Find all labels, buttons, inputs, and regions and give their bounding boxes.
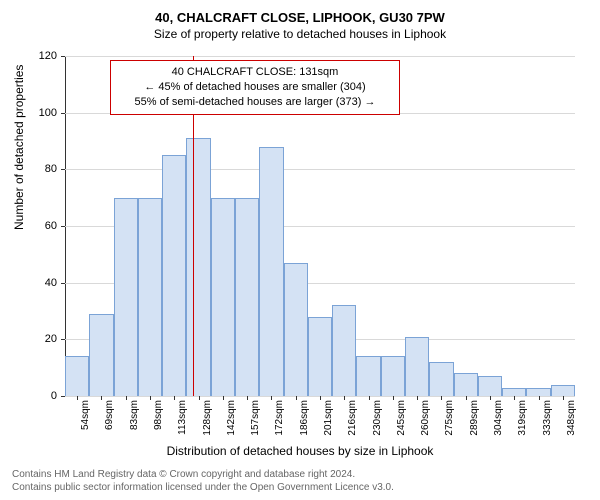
x-tick-label: 69sqm bbox=[104, 400, 115, 430]
x-tick-mark bbox=[369, 396, 370, 400]
x-tick-label: 260sqm bbox=[420, 400, 431, 436]
y-tick-label: 0 bbox=[17, 390, 57, 402]
x-tick-label: 201sqm bbox=[323, 400, 334, 436]
histogram-bar bbox=[526, 388, 550, 397]
x-tick-mark bbox=[150, 396, 151, 400]
y-tick-mark bbox=[61, 339, 65, 340]
x-tick-label: 348sqm bbox=[566, 400, 577, 436]
x-tick-mark bbox=[417, 396, 418, 400]
x-tick-label: 98sqm bbox=[153, 400, 164, 430]
histogram-bar bbox=[429, 362, 453, 396]
x-tick-mark bbox=[514, 396, 515, 400]
x-tick-mark bbox=[393, 396, 394, 400]
x-tick-label: 333sqm bbox=[542, 400, 553, 436]
y-tick-mark bbox=[61, 56, 65, 57]
histogram-bar bbox=[114, 198, 138, 396]
x-tick-label: 186sqm bbox=[299, 400, 310, 436]
info-box: 40 CHALCRAFT CLOSE: 131sqm ← 45% of deta… bbox=[110, 60, 400, 115]
x-axis-title: Distribution of detached houses by size … bbox=[0, 444, 600, 458]
histogram-bar bbox=[211, 198, 235, 396]
x-tick-label: 113sqm bbox=[177, 400, 188, 435]
grid-line bbox=[65, 169, 575, 170]
histogram-bar bbox=[308, 317, 332, 396]
title-sub: Size of property relative to detached ho… bbox=[0, 25, 600, 41]
x-tick-mark bbox=[539, 396, 540, 400]
x-tick-label: 83sqm bbox=[129, 400, 140, 430]
histogram-bar bbox=[332, 305, 356, 396]
y-tick-label: 40 bbox=[17, 277, 57, 289]
x-tick-mark bbox=[174, 396, 175, 400]
histogram-bar bbox=[65, 356, 89, 396]
x-tick-mark bbox=[101, 396, 102, 400]
x-tick-label: 304sqm bbox=[493, 400, 504, 436]
info-line-2: ← 45% of detached houses are smaller (30… bbox=[119, 80, 391, 95]
x-tick-label: 54sqm bbox=[80, 400, 91, 430]
y-tick-mark bbox=[61, 283, 65, 284]
x-tick-mark bbox=[296, 396, 297, 400]
y-tick-mark bbox=[61, 226, 65, 227]
y-axis-title: Number of detached properties bbox=[12, 65, 26, 230]
histogram-bar bbox=[235, 198, 259, 396]
histogram-bar bbox=[89, 314, 113, 396]
histogram-bar bbox=[284, 263, 308, 396]
x-tick-mark bbox=[247, 396, 248, 400]
y-tick-label: 20 bbox=[17, 333, 57, 345]
y-tick-label: 120 bbox=[17, 50, 57, 62]
x-tick-mark bbox=[77, 396, 78, 400]
grid-line bbox=[65, 56, 575, 57]
x-tick-mark bbox=[271, 396, 272, 400]
x-tick-label: 128sqm bbox=[202, 400, 213, 436]
x-tick-label: 245sqm bbox=[396, 400, 407, 436]
histogram-bar bbox=[186, 138, 210, 396]
x-tick-label: 289sqm bbox=[469, 400, 480, 436]
y-tick-mark bbox=[61, 396, 65, 397]
x-tick-label: 142sqm bbox=[226, 400, 237, 436]
x-tick-mark bbox=[490, 396, 491, 400]
y-tick-mark bbox=[61, 113, 65, 114]
histogram-bar bbox=[405, 337, 429, 397]
histogram-bar bbox=[259, 147, 283, 396]
x-tick-label: 157sqm bbox=[250, 400, 261, 436]
footer: Contains HM Land Registry data © Crown c… bbox=[12, 469, 394, 494]
x-tick-mark bbox=[223, 396, 224, 400]
title-main: 40, CHALCRAFT CLOSE, LIPHOOK, GU30 7PW bbox=[0, 0, 600, 25]
footer-line-1: Contains HM Land Registry data © Crown c… bbox=[12, 469, 394, 482]
histogram-bar bbox=[478, 376, 502, 396]
x-tick-mark bbox=[344, 396, 345, 400]
x-tick-label: 172sqm bbox=[274, 400, 285, 436]
y-tick-mark bbox=[61, 169, 65, 170]
info-line-1: 40 CHALCRAFT CLOSE: 131sqm bbox=[119, 65, 391, 80]
x-tick-mark bbox=[466, 396, 467, 400]
x-tick-label: 230sqm bbox=[372, 400, 383, 436]
x-tick-mark bbox=[441, 396, 442, 400]
x-tick-label: 275sqm bbox=[444, 400, 455, 436]
x-tick-mark bbox=[199, 396, 200, 400]
x-tick-mark bbox=[320, 396, 321, 400]
histogram-bar bbox=[356, 356, 380, 396]
histogram-bar bbox=[454, 373, 478, 396]
info-line-3: 55% of semi-detached houses are larger (… bbox=[119, 95, 391, 110]
histogram-bar bbox=[551, 385, 575, 396]
histogram-bar bbox=[502, 388, 526, 397]
chart-area: 02040608010012054sqm69sqm83sqm98sqm113sq… bbox=[65, 56, 575, 396]
histogram-bar bbox=[138, 198, 162, 396]
x-tick-mark bbox=[563, 396, 564, 400]
x-tick-mark bbox=[126, 396, 127, 400]
x-tick-label: 319sqm bbox=[517, 400, 528, 436]
chart-container: 40, CHALCRAFT CLOSE, LIPHOOK, GU30 7PW S… bbox=[0, 0, 600, 500]
histogram-bar bbox=[162, 155, 186, 396]
footer-line-2: Contains public sector information licen… bbox=[12, 482, 394, 495]
histogram-bar bbox=[381, 356, 405, 396]
x-tick-label: 216sqm bbox=[347, 400, 358, 436]
